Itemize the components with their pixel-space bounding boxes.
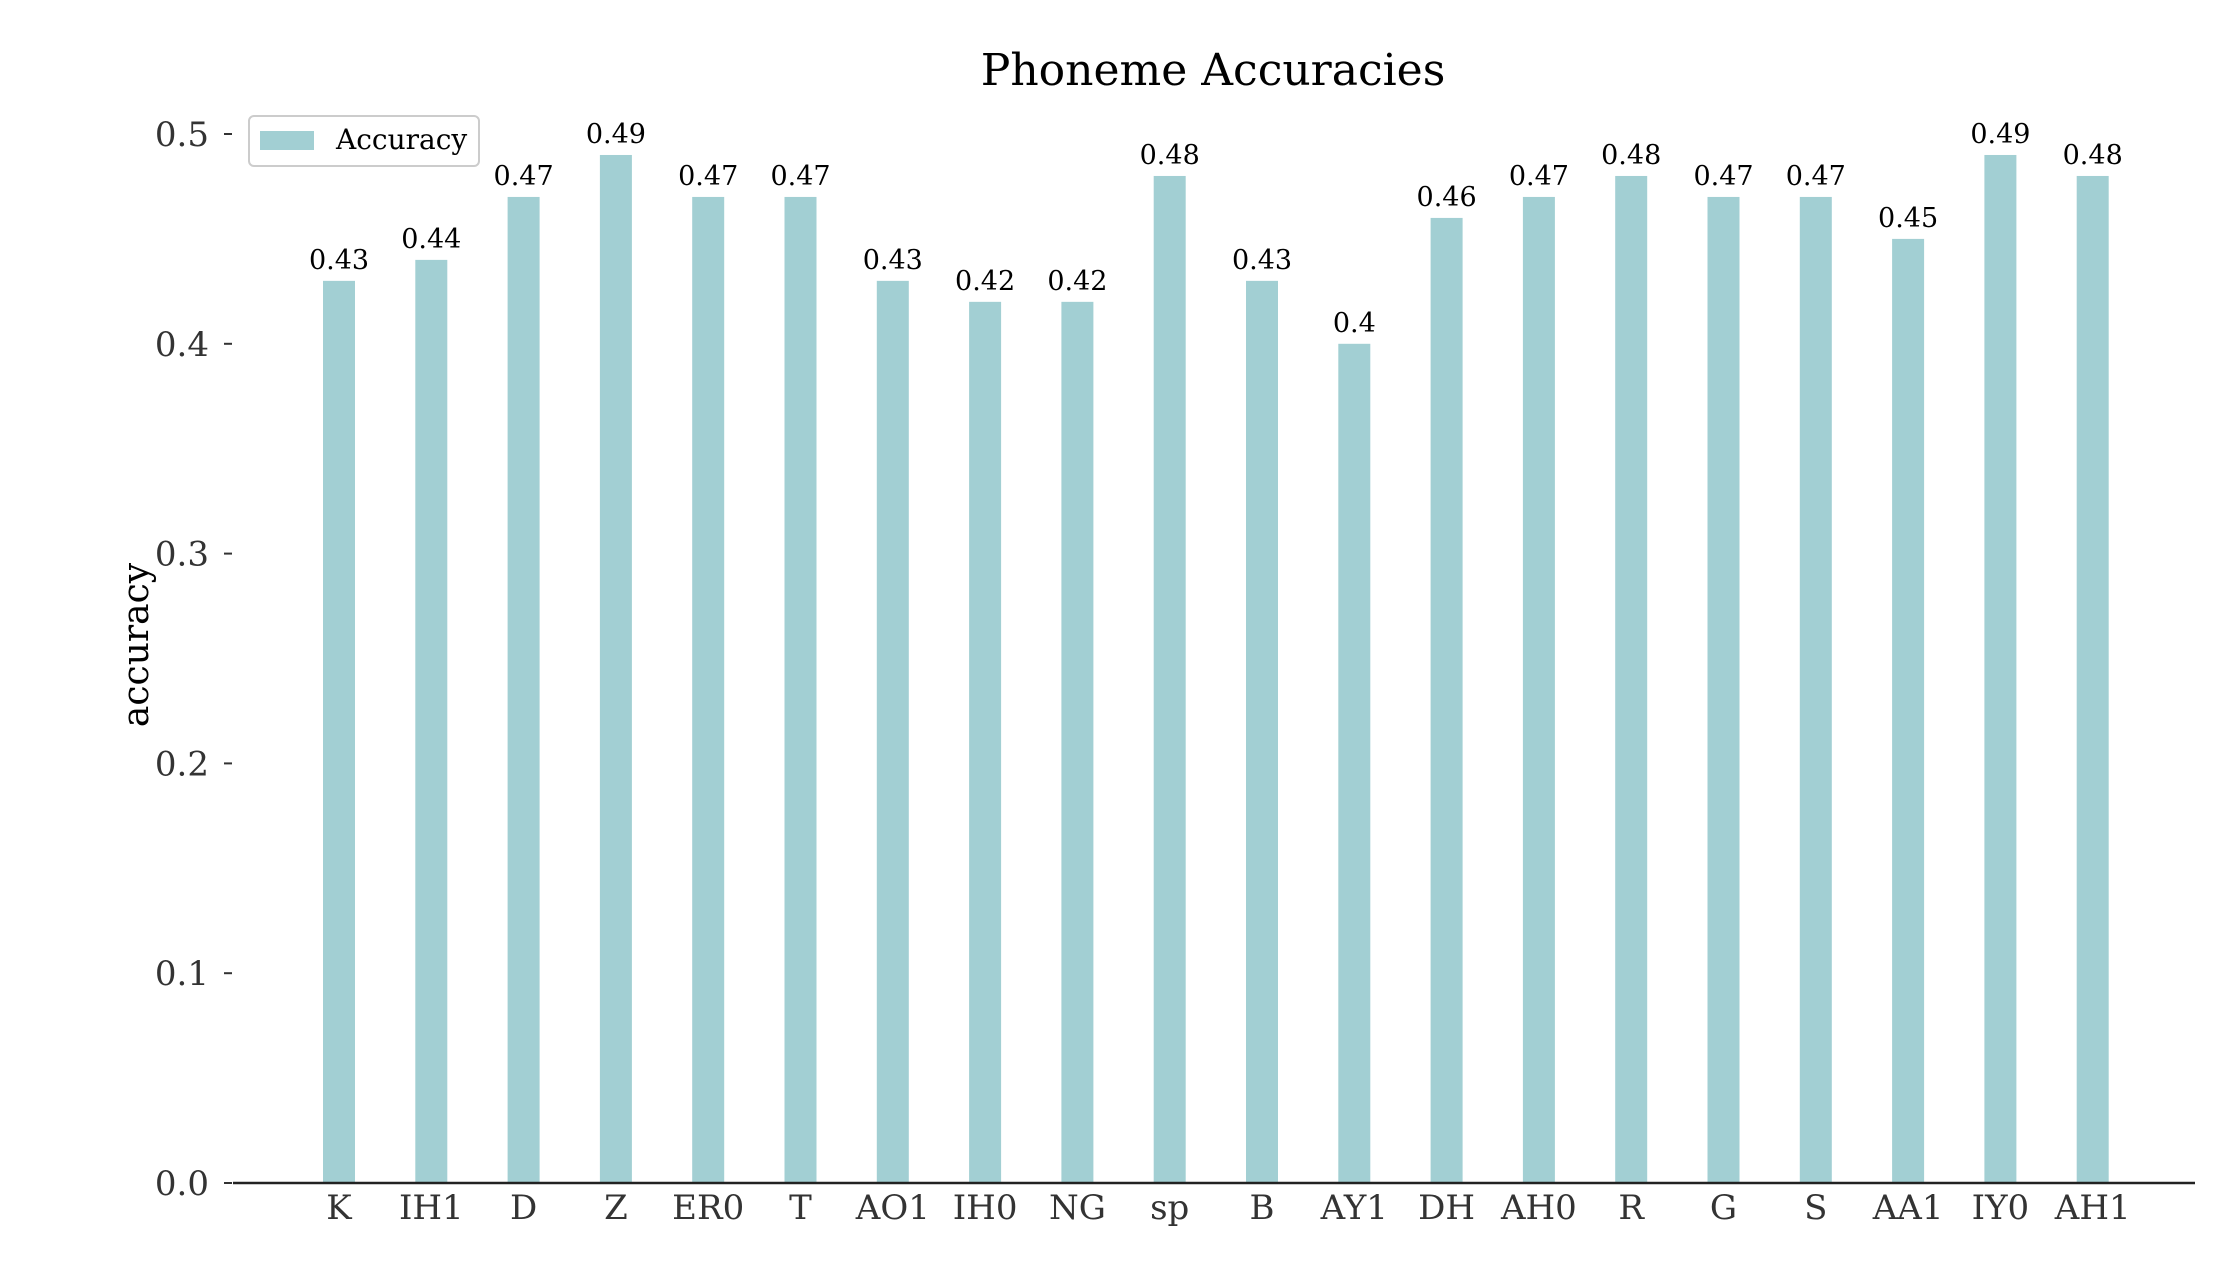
bar bbox=[507, 196, 540, 1183]
bar-value-label: 0.43 bbox=[1232, 245, 1292, 276]
bar bbox=[323, 280, 355, 1183]
bar bbox=[415, 259, 448, 1183]
bar bbox=[1246, 280, 1278, 1183]
x-tick-label: ER0 bbox=[672, 1188, 744, 1228]
x-tick-label: Z bbox=[604, 1188, 628, 1228]
bar-value-label: 0.47 bbox=[494, 161, 554, 192]
x-tick-label: AO1 bbox=[855, 1188, 930, 1228]
legend-swatch bbox=[260, 131, 314, 150]
bar-value-label: 0.47 bbox=[1786, 161, 1846, 192]
bar-value-label: 0.4 bbox=[1333, 308, 1376, 339]
y-tick-label: 0.5 bbox=[155, 115, 209, 155]
bar bbox=[1061, 301, 1094, 1184]
x-tick-label: AA1 bbox=[1872, 1188, 1944, 1228]
x-tick-label: sp bbox=[1150, 1188, 1189, 1228]
bar bbox=[969, 301, 1002, 1184]
x-tick-label: AH0 bbox=[1500, 1188, 1577, 1228]
y-tick-label: 0.4 bbox=[155, 325, 209, 365]
bar-value-label: 0.46 bbox=[1417, 182, 1477, 213]
x-tick-label: G bbox=[1710, 1188, 1737, 1228]
legend: Accuracy bbox=[248, 115, 480, 167]
bar-value-label: 0.48 bbox=[1601, 140, 1661, 171]
bar bbox=[599, 154, 632, 1184]
bar-value-label: 0.47 bbox=[770, 161, 830, 192]
bar bbox=[1615, 175, 1648, 1183]
bar-value-label: 0.43 bbox=[309, 245, 369, 276]
bar bbox=[1338, 343, 1371, 1183]
bar bbox=[876, 280, 909, 1183]
y-axis-label: accuracy bbox=[116, 562, 157, 727]
bar bbox=[1153, 175, 1186, 1183]
bars-group: 0.43 0.44 0.47 0.49 0.47 0.47 0.43 0.42 0.42 0.48… bbox=[309, 119, 2123, 1184]
x-axis: K IH1 D Z ER0 T AO1 IH0 NG sp B AY1 DH AH0 R G S AA1 IY0 AH… bbox=[233, 1181, 2195, 1228]
bar bbox=[1984, 154, 2017, 1184]
bar-value-label: 0.42 bbox=[1047, 266, 1107, 297]
x-tick-label: AY1 bbox=[1320, 1188, 1388, 1228]
y-tick-label: 0.3 bbox=[155, 535, 209, 575]
y-tick-label: 0.2 bbox=[155, 744, 209, 784]
y-tick-label: 0.0 bbox=[155, 1164, 209, 1204]
x-tick-label: B bbox=[1250, 1188, 1275, 1228]
x-tick-label: IH0 bbox=[953, 1188, 1018, 1228]
bar-value-label: 0.48 bbox=[2063, 140, 2123, 171]
x-tick-label: K bbox=[326, 1188, 352, 1228]
chart-title: Phoneme Accuracies bbox=[981, 45, 1446, 96]
bar-value-label: 0.44 bbox=[401, 224, 461, 255]
bar-value-label: 0.49 bbox=[1970, 119, 2030, 150]
x-tick-label: IH1 bbox=[399, 1188, 464, 1228]
bar-value-label: 0.43 bbox=[863, 245, 923, 276]
bar bbox=[1799, 196, 1832, 1183]
bar-value-label: 0.42 bbox=[955, 266, 1015, 297]
bar bbox=[1430, 217, 1463, 1184]
bar bbox=[2076, 175, 2109, 1183]
x-tick-label: T bbox=[789, 1188, 812, 1228]
bar-value-label: 0.47 bbox=[678, 161, 738, 192]
bar bbox=[784, 196, 817, 1183]
bar-value-label: 0.49 bbox=[586, 119, 646, 150]
x-tick-label: S bbox=[1804, 1188, 1827, 1228]
x-tick-label: DH bbox=[1418, 1188, 1475, 1228]
bar-value-label: 0.47 bbox=[1693, 161, 1753, 192]
legend-frame bbox=[248, 115, 480, 167]
x-tick-label: D bbox=[510, 1188, 537, 1228]
x-tick-label: AH1 bbox=[2054, 1188, 2131, 1228]
y-axis: 0.0 0.1 0.2 0.3 0.4 0.5 bbox=[155, 115, 232, 1204]
bar-value-label: 0.48 bbox=[1140, 140, 1200, 171]
x-tick-label: IY0 bbox=[1972, 1188, 2030, 1228]
bar bbox=[1707, 196, 1740, 1183]
y-tick-label: 0.1 bbox=[155, 954, 209, 994]
bar bbox=[1522, 196, 1555, 1183]
legend-label: Accuracy bbox=[335, 123, 467, 156]
bar bbox=[692, 196, 725, 1183]
bar-value-label: 0.47 bbox=[1509, 161, 1569, 192]
bar-value-label: 0.45 bbox=[1878, 203, 1938, 234]
x-tick-label: R bbox=[1618, 1188, 1645, 1228]
x-tick-label: NG bbox=[1049, 1188, 1106, 1228]
bar bbox=[1892, 238, 1925, 1183]
